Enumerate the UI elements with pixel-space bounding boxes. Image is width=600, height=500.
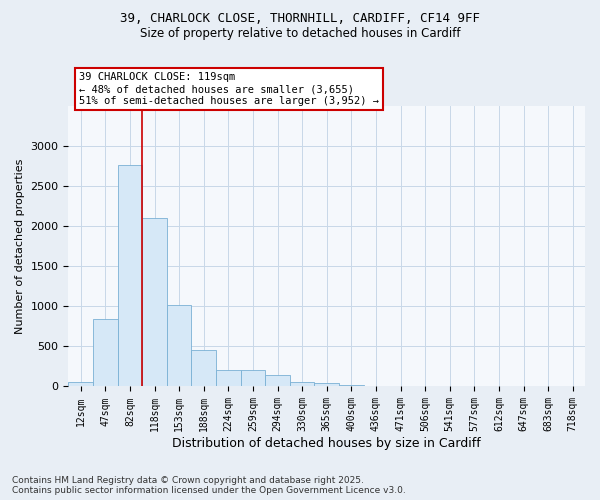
Bar <box>216 370 241 386</box>
Bar <box>142 218 167 386</box>
Bar <box>241 370 265 386</box>
Bar <box>93 319 118 386</box>
Bar <box>265 375 290 386</box>
Bar <box>167 304 191 386</box>
X-axis label: Distribution of detached houses by size in Cardiff: Distribution of detached houses by size … <box>172 437 481 450</box>
Y-axis label: Number of detached properties: Number of detached properties <box>15 158 25 334</box>
Bar <box>191 350 216 386</box>
Bar <box>118 165 142 386</box>
Bar <box>290 382 314 386</box>
Bar <box>68 382 93 386</box>
Text: 39, CHARLOCK CLOSE, THORNHILL, CARDIFF, CF14 9FF: 39, CHARLOCK CLOSE, THORNHILL, CARDIFF, … <box>120 12 480 26</box>
Bar <box>314 384 339 386</box>
Text: Size of property relative to detached houses in Cardiff: Size of property relative to detached ho… <box>140 28 460 40</box>
Text: 39 CHARLOCK CLOSE: 119sqm
← 48% of detached houses are smaller (3,655)
51% of se: 39 CHARLOCK CLOSE: 119sqm ← 48% of detac… <box>79 72 379 106</box>
Bar <box>339 385 364 386</box>
Text: Contains HM Land Registry data © Crown copyright and database right 2025.
Contai: Contains HM Land Registry data © Crown c… <box>12 476 406 495</box>
